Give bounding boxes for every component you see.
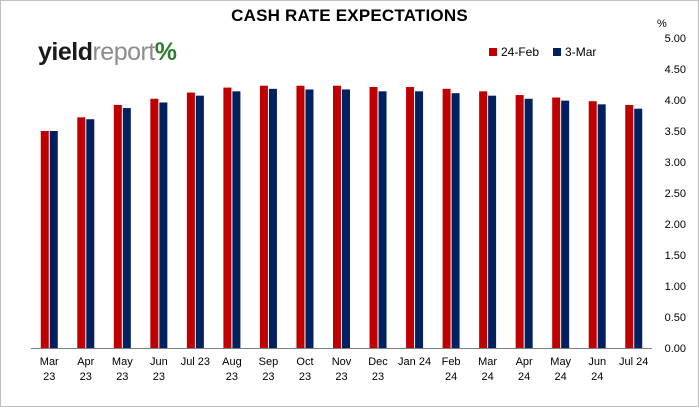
bar-series-1 (186, 92, 195, 348)
x-tick-label-line2: 23 (80, 371, 92, 383)
y-tick-label: 0.50 (665, 312, 686, 324)
x-tick-label-line2: 23 (116, 371, 128, 383)
x-tick-label: Mar (478, 356, 497, 368)
y-axis-unit: % (657, 18, 667, 30)
y-tick-label: 3.50 (665, 126, 686, 138)
x-tick-label: Dec (368, 356, 388, 368)
bar-series-1 (369, 86, 378, 348)
x-tick-label: Oct (296, 356, 313, 368)
bar-series-2 (268, 88, 277, 348)
x-tick-label-line2: 23 (372, 371, 384, 383)
x-tick-label: Jul 24 (619, 356, 648, 368)
bar-series-2 (378, 91, 387, 348)
bar-series-2 (634, 108, 643, 349)
bar-series-1 (479, 91, 488, 348)
x-tick-label: Mar (40, 356, 59, 368)
bar-series-1 (223, 87, 232, 348)
x-tick-label: Jan 24 (398, 356, 431, 368)
y-tick-label: 4.00 (665, 95, 686, 107)
x-tick-label-line2: 24 (591, 371, 603, 383)
bar-series-1 (625, 104, 634, 349)
y-tick-label: 2.50 (665, 188, 686, 200)
y-tick-label: 1.50 (665, 250, 686, 262)
y-tick-label: 5.00 (665, 33, 686, 45)
legend-swatch-series-2 (553, 48, 562, 56)
x-tick-label-line2: 23 (153, 371, 165, 383)
x-tick-label: May (550, 356, 571, 368)
y-tick-label: 1.00 (665, 281, 686, 293)
bar-series-2 (488, 95, 497, 348)
legend-swatch-series-1 (489, 48, 497, 56)
legend-label-series-2: 3-Mar (565, 45, 597, 59)
bar-series-1 (113, 104, 122, 349)
x-tick-label-line2: 24 (555, 371, 567, 383)
x-tick-label: Jun (588, 356, 606, 368)
bar-series-1 (77, 117, 86, 348)
y-tick-label: 3.00 (665, 157, 686, 169)
x-tick-label: May (112, 356, 133, 368)
x-tick-label: Jul 23 (181, 356, 210, 368)
bar-series-1 (150, 98, 159, 348)
x-tick-label-line2: 24 (518, 371, 530, 383)
bar-series-2 (122, 108, 131, 348)
x-tick-label: Aug (222, 356, 242, 368)
bar-series-2 (451, 93, 460, 349)
y-tick-label: 4.50 (665, 64, 686, 76)
legend-item-series-2: 3-Mar (553, 45, 596, 59)
x-tick-label: Jun (150, 356, 168, 368)
bar-series-2 (232, 91, 241, 348)
x-tick-label-line2: 24 (481, 371, 493, 383)
x-tick-label: Apr (77, 356, 94, 368)
bar-series-1 (40, 131, 49, 348)
bar-series-1 (259, 85, 268, 349)
bar-series-1 (442, 88, 451, 348)
yieldreport-logo: yieldreport% (38, 40, 177, 65)
bar-series-2 (86, 119, 95, 348)
legend-label-series-1: 24-Feb (501, 45, 540, 59)
x-tick-label-line2: 24 (445, 371, 457, 383)
bar-series-1 (296, 85, 305, 349)
logo-part-yield: yield (38, 38, 93, 66)
x-tick-label: Nov (332, 356, 352, 368)
bar-series-2 (305, 89, 314, 349)
bar-series-1 (515, 95, 524, 348)
x-tick-label-line2: 23 (43, 371, 55, 383)
x-tick-label: Feb (442, 356, 461, 368)
bar-series-1 (333, 85, 341, 349)
x-tick-label-line2: 23 (335, 371, 347, 383)
bar-series-2 (561, 100, 570, 349)
y-tick-label: 0.00 (665, 343, 686, 355)
y-tick-label: 2.00 (665, 219, 686, 231)
bar-series-1 (588, 101, 597, 349)
chart-legend: 24-Feb 3-Mar (489, 45, 596, 59)
bar-series-1 (406, 86, 415, 348)
x-tick-label: Apr (516, 356, 533, 368)
bar-series-2 (342, 89, 350, 349)
bar-series-2 (415, 91, 424, 348)
legend-item-series-1: 24-Feb (489, 45, 539, 59)
x-tick-label-line2: 23 (299, 371, 311, 383)
bar-series-2 (524, 98, 533, 348)
bar-series-2 (195, 95, 204, 348)
logo-part-report: report (92, 38, 155, 66)
bar-series-2 (159, 102, 168, 348)
bar-series-2 (49, 131, 58, 348)
bar-series-2 (597, 104, 606, 348)
x-tick-label-line2: 23 (226, 371, 238, 383)
chart-title: CASH RATE EXPECTATIONS (231, 6, 468, 25)
x-tick-label-line2: 23 (262, 371, 274, 383)
bar-series-1 (552, 97, 561, 349)
logo-part-percent: % (154, 38, 177, 66)
x-tick-label: Sep (259, 356, 279, 368)
